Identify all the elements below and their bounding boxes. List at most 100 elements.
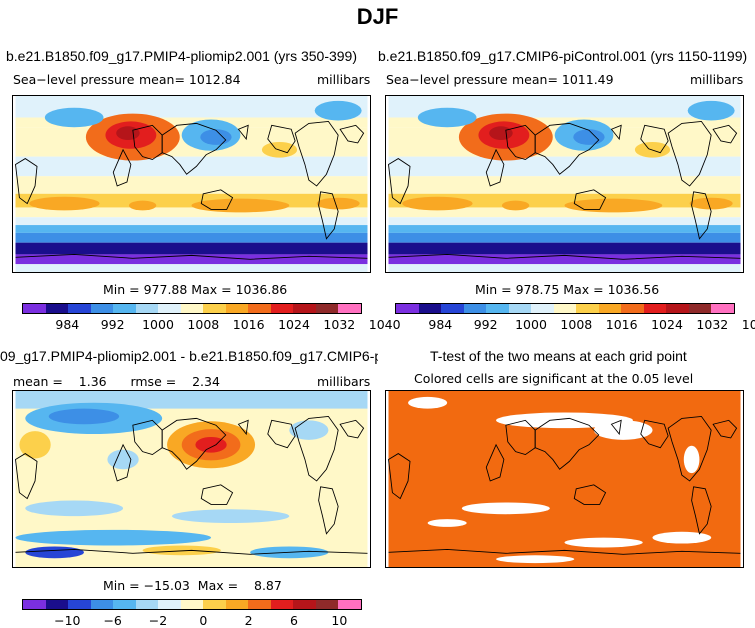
colorbar-tick-label: 984 — [428, 317, 453, 332]
variable-label-picontrol: Sea−level pressure — [386, 72, 508, 87]
colorbar-swatch — [486, 304, 509, 313]
colorbar-tick-label: 992 — [473, 317, 498, 332]
panel-subtitle-ttest: Colored cells are significant at the 0.0… — [414, 371, 694, 386]
coastline — [610, 124, 622, 141]
field-band — [388, 264, 741, 272]
field-contour — [489, 126, 513, 140]
field-band — [388, 207, 741, 218]
colorbar-swatch — [45, 600, 69, 609]
coastline — [132, 124, 163, 161]
field-band — [388, 217, 741, 226]
colorbar-tick-label: 1000 — [142, 317, 174, 332]
colorbar-pliomip — [22, 303, 362, 314]
colorbar-tick-label: −2 — [148, 613, 168, 628]
coastline — [610, 419, 622, 436]
coastline — [15, 453, 38, 500]
colorbar-swatch — [598, 304, 622, 313]
map-difference-slp — [12, 390, 371, 568]
coastline — [112, 443, 132, 482]
minmax-difference: Min = −15.03 Max = 8.87 — [103, 578, 282, 593]
field-band — [388, 254, 741, 265]
colorbar-tick-label: 2 — [244, 613, 253, 628]
map-pliomip-slp — [12, 95, 371, 273]
colorbar-swatch — [441, 304, 464, 313]
colorbar-tick-label: 6 — [290, 613, 298, 628]
coastline — [237, 419, 249, 436]
coastline — [318, 191, 339, 240]
mean-rmse-label-difference: mean = 1.36 rmse = 2.34 — [13, 374, 220, 389]
coastline — [15, 158, 38, 205]
colorbar-swatch — [180, 304, 204, 313]
minmax-pliomip: Min = 977.88 Max = 1036.86 — [103, 282, 288, 297]
field-band — [15, 254, 368, 265]
coastline — [294, 415, 339, 482]
coastline — [15, 548, 368, 555]
field-band — [15, 117, 368, 128]
field-band — [388, 156, 741, 177]
coastline — [339, 419, 365, 439]
field-band — [388, 176, 741, 194]
colorbar-swatch — [508, 304, 532, 313]
field-band — [15, 207, 368, 218]
colorbar-tick-label: 1032 — [696, 317, 729, 332]
map-ttest-significance — [385, 390, 744, 568]
field-band — [15, 176, 368, 194]
colorbar-swatch — [113, 304, 136, 313]
field-contour — [652, 531, 712, 544]
field-contour — [496, 555, 575, 564]
colorbar-tick-label: −6 — [103, 613, 122, 628]
field-contour — [689, 197, 733, 210]
field-contour — [314, 100, 362, 121]
field-band — [15, 232, 368, 243]
colorbar-tick-label: 10 — [331, 613, 348, 628]
coastline — [132, 419, 163, 456]
variable-label-pliomip: Sea−level pressure — [13, 72, 135, 87]
field-contour — [564, 198, 663, 213]
field-contour — [427, 519, 467, 527]
coastline — [294, 120, 339, 187]
colorbar-swatch — [135, 600, 159, 609]
coastline — [318, 486, 339, 535]
colorbar-swatch — [666, 304, 689, 313]
colorbar-difference — [22, 599, 362, 610]
field-band — [15, 217, 368, 226]
coastline — [267, 419, 296, 449]
colorbar-swatch — [203, 304, 226, 313]
field-contour — [564, 537, 643, 548]
colorbar-swatch — [158, 304, 181, 313]
colorbar-tick-label: 1000 — [515, 317, 547, 332]
colorbar-swatch — [711, 304, 734, 313]
colorbar-swatch — [270, 600, 294, 609]
colorbar-swatch — [203, 600, 226, 609]
colorbar-swatch — [688, 304, 712, 313]
field-contour — [25, 546, 84, 559]
coastline — [691, 191, 712, 240]
coastline — [200, 189, 234, 210]
colorbar-tick-label: 0 — [199, 613, 208, 628]
colorbar-swatch — [270, 304, 294, 313]
field-contour — [461, 502, 550, 515]
coastline — [485, 443, 505, 482]
colorbar-swatch — [248, 600, 271, 609]
field-contour — [289, 420, 329, 440]
colorbar-swatch — [225, 600, 249, 609]
colorbar-swatch — [68, 600, 91, 609]
colorbar-tick-label: 1008 — [187, 317, 220, 332]
field-band — [15, 225, 368, 233]
colorbar-tick-label: 1016 — [232, 317, 265, 332]
colorbar-swatch — [113, 600, 136, 609]
field-contour — [116, 126, 140, 140]
colorbar-tick-label: 1016 — [605, 317, 638, 332]
colorbar-swatch — [553, 304, 577, 313]
field-band — [15, 242, 368, 255]
panel-title-difference: 09_g17.PMIP4-pliomip2.001 - b.e21.B1850.… — [0, 348, 378, 364]
coastline — [712, 419, 738, 439]
colorbar-swatch — [576, 304, 599, 313]
field-contour — [316, 197, 360, 210]
field-contour — [496, 412, 633, 429]
colorbar-tick-label: 1008 — [560, 317, 593, 332]
coastline — [267, 124, 296, 154]
colorbar-swatch — [293, 600, 316, 609]
field-contour — [19, 431, 51, 459]
coastline — [534, 417, 600, 470]
